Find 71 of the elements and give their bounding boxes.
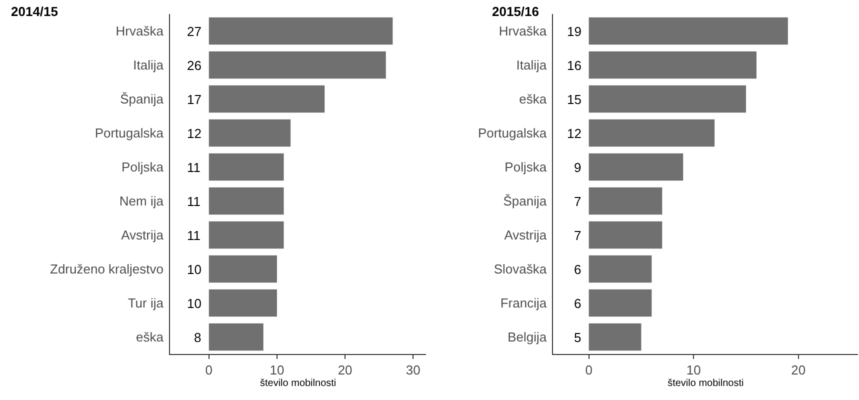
bar (208, 289, 277, 317)
bar (588, 289, 652, 317)
bar (208, 255, 277, 283)
data-label: 19 (567, 24, 582, 39)
y-tick-label: Portugalska (478, 126, 548, 141)
y-tick-label: Poljska (504, 160, 548, 175)
y-tick-label: Hrvaška (116, 24, 164, 39)
data-label: 7 (574, 194, 582, 209)
bar (208, 119, 291, 147)
y-tick-label: eška (519, 92, 548, 107)
bar (588, 153, 684, 181)
bar (588, 187, 662, 215)
y-tick-label: Španija (503, 194, 548, 209)
data-label: 11 (187, 194, 200, 209)
y-tick-label: Združeno kraljestvo (50, 262, 164, 277)
data-label: 9 (574, 160, 582, 175)
y-tick-label: Slovaška (494, 262, 548, 277)
data-label: 17 (187, 92, 202, 107)
y-tick-label: Tur ija (128, 296, 164, 311)
bar (588, 17, 788, 45)
data-label: 8 (194, 330, 202, 345)
data-label: 15 (567, 92, 582, 107)
bar (588, 85, 746, 113)
x-tick-label: 0 (585, 362, 592, 378)
x-tick-label: 10 (270, 362, 284, 378)
data-label: 11 (187, 228, 200, 243)
bar (588, 51, 756, 79)
y-tick-label: Portugalska (94, 126, 164, 141)
y-tick-label: Hrvaška (498, 24, 548, 39)
data-label: 11 (187, 160, 200, 175)
bar (588, 323, 642, 351)
x-tick-label: 10 (686, 362, 701, 378)
data-label: 27 (187, 24, 202, 39)
x-axis-title: število mobilnosti (668, 378, 744, 390)
data-label: 5 (574, 330, 582, 345)
data-label: 7 (574, 228, 582, 243)
bar (208, 17, 393, 45)
y-tick-label: Poljska (122, 160, 164, 175)
y-tick-label: Avstrija (121, 228, 164, 243)
x-tick-label: 30 (406, 362, 420, 378)
data-label: 6 (574, 262, 582, 277)
bar (208, 221, 284, 249)
x-tick-label: 20 (338, 362, 352, 378)
y-tick-label: Avstrija (504, 228, 548, 243)
bar (208, 85, 325, 113)
chart-title: 2015/16 (492, 4, 539, 19)
bar (588, 119, 715, 147)
y-tick-label: Španija (120, 92, 164, 107)
y-tick-label: Italija (133, 58, 164, 73)
x-tick-label: 0 (205, 362, 213, 378)
y-tick-label: Italija (516, 58, 548, 73)
x-tick-label: 20 (791, 362, 806, 378)
data-label: 12 (187, 126, 202, 141)
text: 2014/15 (11, 4, 58, 19)
x-axis-title: število mobilnosti (260, 378, 336, 390)
data-label: 10 (187, 296, 202, 311)
bar (208, 153, 284, 181)
data-label: 6 (574, 296, 582, 311)
bar (208, 51, 386, 79)
data-label: 10 (187, 262, 202, 277)
bar (588, 221, 662, 249)
data-label: 26 (187, 58, 202, 73)
data-label: 16 (567, 58, 582, 73)
y-tick-label: Nem ija (119, 194, 164, 209)
y-tick-label: Francija (500, 296, 548, 311)
bar (588, 255, 652, 283)
bar (208, 187, 284, 215)
y-tick-label: eška (136, 330, 164, 345)
bar (208, 323, 264, 351)
y-tick-label: Belgija (508, 330, 548, 345)
data-label: 12 (567, 126, 582, 141)
